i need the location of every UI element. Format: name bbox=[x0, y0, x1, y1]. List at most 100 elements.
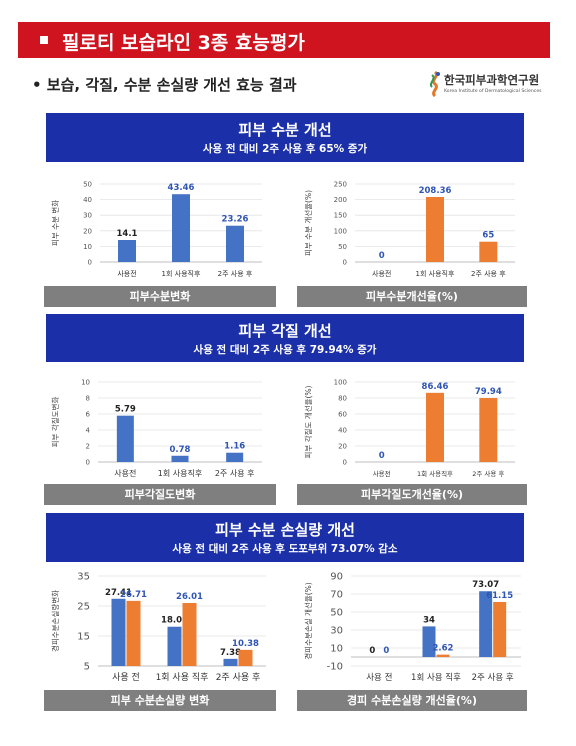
x-tick-label: 1회 사용 직후 bbox=[411, 672, 461, 683]
y-axis-label: 피부 각질도 개선율(%) bbox=[303, 385, 313, 458]
tewl-improvement-chart: 경피수분손실 개선율(%) -10 10 30 50 70 90 사용 전 0 0 1회 사용 직후… bbox=[303, 572, 521, 683]
x-tick-label: 2주 사용 후 bbox=[472, 469, 504, 478]
x-tick-label: 2주 사용 후 bbox=[218, 269, 253, 278]
chart-caption: 피부각질도개선율(%) bbox=[297, 484, 527, 505]
y-tick-label: 10 bbox=[83, 243, 92, 251]
keratin-change-chart: 피부 각질도변화 0 2 4 6 8 10 사용전 5.79 1회 사용직후 0.78 2주 사용 후… bbox=[50, 378, 262, 478]
y-tick-label: 0 bbox=[343, 458, 347, 466]
y-tick-label: 50 bbox=[330, 608, 343, 619]
y-tick-label: 20 bbox=[338, 442, 347, 450]
x-tick-label: 2주 사용 후 bbox=[216, 672, 261, 683]
logo-english: Korea Institute of Dermatological Scienc… bbox=[444, 89, 542, 94]
data-label: 65 bbox=[482, 231, 494, 241]
page-subtitle: • 보습, 각질, 수분 손실량 개선 효능 결과 bbox=[32, 76, 297, 94]
chart-panel: 경피수분손실량변화 5 15 25 35 사용 전 27.41 26.71 1회 사용 직후 18… bbox=[44, 568, 276, 688]
logo-name: 한국피부과학연구원 bbox=[444, 73, 540, 87]
x-tick-label: 1회 사용직후 bbox=[416, 269, 455, 278]
data-label: 79.94 bbox=[475, 387, 502, 397]
y-tick-label: 100 bbox=[334, 227, 347, 235]
x-tick-label: 사용전 bbox=[373, 469, 391, 478]
y-tick-label: 40 bbox=[83, 196, 92, 204]
y-tick-label: 60 bbox=[338, 410, 347, 418]
x-tick-label: 1회 사용 직후 bbox=[156, 672, 209, 683]
section-title: 피부 수분 개선 bbox=[238, 121, 332, 139]
x-tick-label: 사용 전 bbox=[366, 672, 392, 683]
section-subtitle: 사용 전 대비 2주 사용 후 65% 증가 bbox=[202, 143, 368, 155]
bar bbox=[436, 654, 450, 657]
data-label: 18.09 bbox=[161, 616, 188, 626]
y-tick-label: 80 bbox=[338, 394, 347, 402]
y-tick-label: 30 bbox=[330, 626, 343, 637]
y-axis-label: 경피수분손실량변화 bbox=[50, 590, 60, 652]
y-tick-label: 50 bbox=[83, 180, 92, 188]
data-label: 2.62 bbox=[433, 644, 454, 654]
y-tick-label: 100 bbox=[334, 378, 347, 386]
keratin-improvement-chart: 피부 각질도 개선율(%) 0 20 40 60 80 100 사용전 0 1회 사용직후 86.4… bbox=[303, 378, 515, 478]
y-tick-label: 200 bbox=[334, 196, 347, 204]
chart-panel: 피부 각질도변화 0 2 4 6 8 10 사용전 5.79 1회 사용직후 0.78 2주 사용 후… bbox=[44, 372, 276, 484]
chart-panel: 피부 각질도 개선율(%) 0 20 40 60 80 100 사용전 0 1회 사용직후 86.4… bbox=[297, 372, 527, 484]
data-label: 0 bbox=[379, 251, 385, 261]
page-title: 필로티 보습라인 3종 효능평가 bbox=[62, 32, 305, 54]
bar bbox=[479, 591, 493, 657]
y-tick-label: 10 bbox=[81, 378, 90, 386]
x-tick-label: 사용전 bbox=[114, 468, 136, 478]
y-tick-label: 0 bbox=[86, 458, 90, 466]
y-tick-label: 50 bbox=[338, 243, 347, 251]
y-tick-label: 25 bbox=[77, 602, 90, 613]
y-tick-label: 35 bbox=[77, 572, 90, 583]
data-label: 0 bbox=[369, 646, 375, 656]
section-title: 피부 각질 개선 bbox=[238, 322, 332, 340]
x-tick-label: 2주 사용 후 bbox=[215, 469, 255, 478]
title-bullet-icon bbox=[40, 36, 48, 44]
x-tick-label: 1회 사용직후 bbox=[162, 269, 201, 278]
y-tick-label: 70 bbox=[330, 590, 343, 601]
x-tick-label: 사용전 bbox=[117, 269, 136, 278]
section-banner-moisture: 피부 수분 개선 사용 전 대비 2주 사용 후 65% 증가 bbox=[46, 113, 524, 162]
data-label: 208.36 bbox=[419, 186, 452, 196]
y-tick-label: -10 bbox=[327, 662, 343, 673]
y-axis-label: 피부 각질도변화 bbox=[50, 397, 60, 448]
bar bbox=[226, 225, 244, 262]
data-label: 86.46 bbox=[422, 382, 449, 392]
bar bbox=[126, 600, 141, 666]
bar bbox=[172, 194, 190, 262]
bar bbox=[116, 415, 134, 462]
y-tick-label: 10 bbox=[330, 644, 343, 655]
data-label: 73.07 bbox=[472, 580, 499, 590]
bar bbox=[422, 626, 436, 657]
x-tick-label: 2주 사용 후 bbox=[472, 673, 514, 683]
section-banner-keratin: 피부 각질 개선 사용 전 대비 2주 사용 후 79.94% 증가 bbox=[46, 314, 524, 362]
x-tick-label: 사용 전 bbox=[112, 672, 140, 683]
data-label: 43.46 bbox=[168, 183, 195, 193]
y-tick-label: 90 bbox=[330, 572, 343, 583]
y-axis-label: 경피수분손실 개선율(%) bbox=[303, 582, 313, 660]
bar bbox=[118, 240, 136, 262]
y-tick-label: 15 bbox=[77, 632, 90, 643]
data-label: 27.41 bbox=[105, 588, 132, 598]
bar bbox=[238, 649, 253, 666]
section-banner-tewl: 피부 수분 손실량 개선 사용 전 대비 2주 사용 후 도포부위 73.07%… bbox=[46, 513, 524, 562]
data-label: 1.16 bbox=[224, 442, 245, 452]
chart-caption: 경피 수분손실량 개선율(%) bbox=[297, 690, 527, 711]
x-tick-label: 사용전 bbox=[372, 269, 391, 278]
moisture-improvement-chart: 피부 수분 개선율(%) 0 50 100 150 200 250 사용전 0 1회 사용직후 20… bbox=[303, 180, 515, 278]
title-bar: 필로티 보습라인 3종 효능평가 bbox=[18, 22, 550, 58]
y-tick-label: 0 bbox=[88, 258, 92, 266]
data-label: 61.15 bbox=[486, 591, 513, 601]
data-label: 0.78 bbox=[170, 445, 191, 455]
institute-logo-icon bbox=[430, 70, 440, 98]
y-tick-label: 6 bbox=[86, 410, 91, 418]
data-label: 26.01 bbox=[176, 592, 203, 602]
y-tick-label: 5 bbox=[84, 662, 90, 673]
section-subtitle: 사용 전 대비 2주 사용 후 79.94% 증가 bbox=[193, 344, 377, 356]
bar bbox=[479, 241, 498, 262]
bar bbox=[426, 392, 444, 462]
x-tick-label: 1회 사용직후 bbox=[417, 469, 453, 478]
y-tick-label: 4 bbox=[86, 426, 91, 434]
y-axis-label: 피부 수분 개선율(%) bbox=[303, 190, 313, 256]
data-label: 23.26 bbox=[222, 215, 249, 225]
section-title: 피부 수분 손실량 개선 bbox=[215, 521, 355, 539]
x-tick-label: 2주 사용 후 bbox=[471, 269, 506, 278]
